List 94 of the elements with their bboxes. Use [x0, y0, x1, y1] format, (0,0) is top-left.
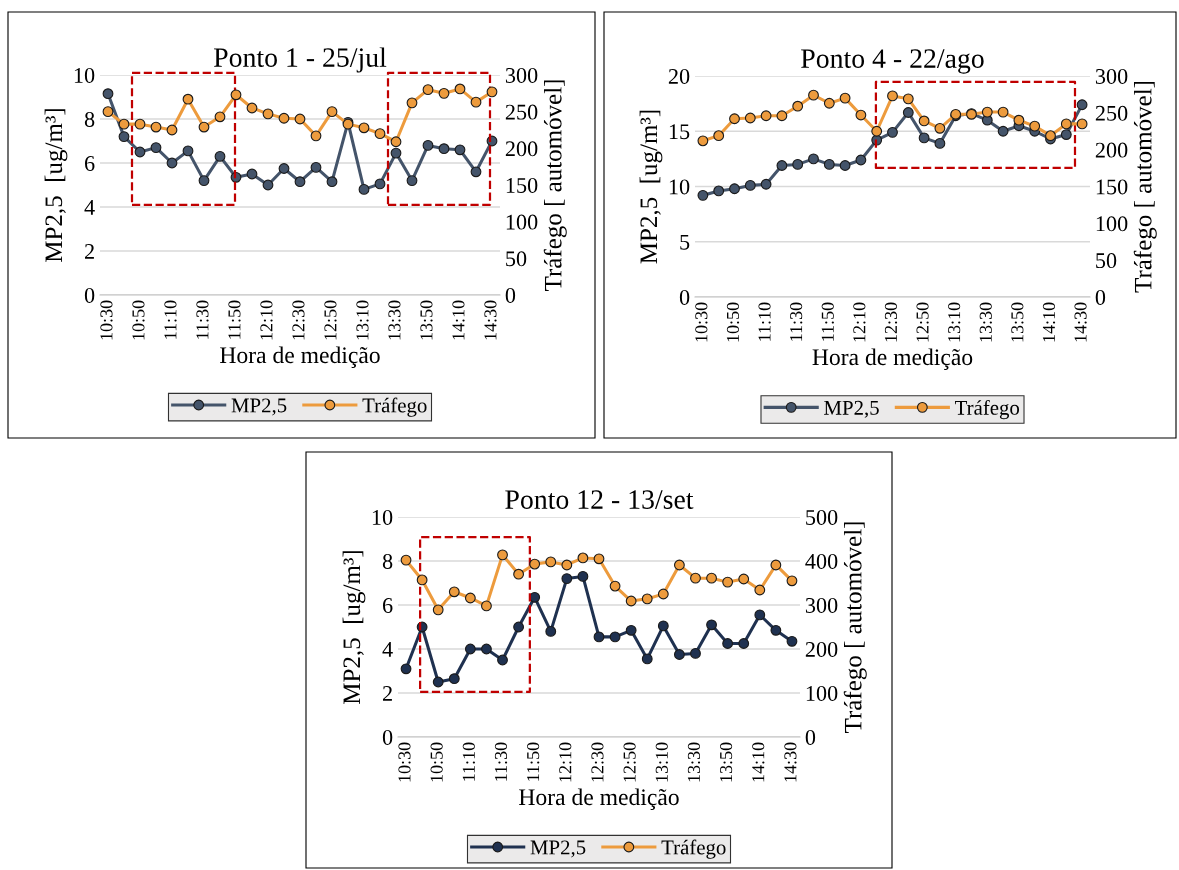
legend-label: Tráfego — [955, 399, 1020, 420]
y2-tick-label: 0 — [805, 729, 816, 745]
y2-tick-label: 250 — [1095, 105, 1128, 121]
y2-tick-label: 500 — [806, 509, 838, 525]
y2-tick-label: 200 — [805, 641, 838, 657]
y2-tick-label: 100 — [1096, 216, 1128, 232]
x-tick-label: 13:50 — [1011, 302, 1024, 342]
x-tick-label: 13:50 — [719, 742, 733, 782]
y-tick-label: 5 — [680, 234, 690, 250]
x-tick-label: 11:50 — [228, 300, 241, 339]
x-tick-label: 12:50 — [324, 300, 337, 340]
legend-label: Tráfego — [362, 397, 427, 417]
y2-axis-title: Tráfego [ automóvel] — [543, 80, 567, 292]
y-tick-label: 4 — [84, 200, 95, 215]
y2-tick-label: 100 — [506, 214, 538, 230]
x-tick-label: 12:50 — [916, 302, 929, 342]
y-tick-label: 6 — [84, 155, 95, 171]
y-axis-title: MP2,5 [ug/m³] — [639, 110, 663, 264]
x-tick-label: 13:10 — [948, 302, 961, 342]
x-tick-label: 13:10 — [655, 742, 668, 782]
x-tick-label: 11:30 — [196, 300, 209, 339]
y2-tick-label: 400 — [805, 553, 838, 569]
y-tick-label: 2 — [85, 243, 94, 259]
y2-tick-label: 200 — [505, 141, 538, 157]
x-tick-label: 12:30 — [292, 300, 305, 340]
y-tick-label: 8 — [382, 553, 393, 569]
x-tick-label: 12:10 — [853, 302, 866, 342]
y-tick-label: 4 — [382, 642, 393, 657]
y2-tick-label: 100 — [806, 685, 838, 701]
x-tick-label: 12:30 — [884, 302, 898, 342]
x-tick-label: 12:10 — [559, 742, 572, 782]
chart-title: Ponto 12 - 13/set — [505, 490, 694, 509]
x-tick-label: 10:30 — [398, 742, 411, 782]
x-tick-label: 13:30 — [388, 300, 401, 340]
x-tick-label: 10:50 — [726, 302, 740, 342]
y-axis-title: MP2,5 [ug/m³] — [342, 551, 366, 704]
y2-tick-label: 0 — [505, 287, 516, 303]
x-tick-label: 11:10 — [462, 742, 475, 781]
x-tick-label: 12:50 — [623, 742, 636, 782]
y-tick-label: 10 — [669, 179, 690, 195]
x-tick-label: 11:10 — [758, 302, 771, 341]
y2-tick-label: 0 — [1095, 289, 1106, 305]
legend-label: MP2,5 — [530, 840, 586, 858]
x-axis-title: Hora de medição — [519, 788, 679, 810]
y2-tick-label: 300 — [505, 67, 538, 83]
x-tick-label: 10:50 — [132, 300, 145, 340]
x-axis-title: Hora de medição — [220, 346, 380, 368]
chart-title: Ponto 4 - 22/ago — [801, 49, 984, 74]
x-tick-label: 11:50 — [821, 302, 834, 341]
y2-axis-title: Tráfego [ automóvel] — [1133, 81, 1157, 293]
y-tick-label: 8 — [84, 111, 95, 127]
legend-label: Tráfego — [661, 839, 726, 859]
y-tick-label: 0 — [382, 729, 393, 745]
x-tick-label: 11:50 — [527, 742, 540, 781]
x-tick-label: 11:30 — [790, 302, 803, 341]
x-tick-label: 12:30 — [591, 742, 604, 782]
y2-tick-label: 50 — [1096, 253, 1117, 269]
x-tick-label: 14:10 — [1042, 302, 1056, 342]
y-tick-label: 15 — [669, 124, 690, 140]
legend-label: MP2,5 — [231, 398, 287, 416]
y2-tick-label: 150 — [1096, 179, 1128, 195]
x-tick-label: 13:50 — [420, 300, 433, 340]
x-tick-label: 14:30 — [484, 300, 497, 340]
x-tick-label: 11:10 — [164, 300, 177, 339]
x-tick-label: 13:30 — [687, 742, 701, 782]
y-tick-label: 2 — [383, 685, 392, 701]
chart-title: Ponto 1 - 25/jul — [213, 47, 387, 73]
x-tick-label: 14:30 — [784, 742, 797, 782]
y2-tick-label: 250 — [505, 104, 538, 120]
y-tick-label: 6 — [382, 597, 393, 613]
x-tick-label: 11:30 — [494, 742, 508, 781]
y-tick-label: 10 — [372, 509, 393, 525]
x-tick-label: 12:10 — [260, 300, 273, 340]
x-tick-label: 13:30 — [979, 302, 992, 342]
y-axis-title: MP2,5 [ug/m³] — [44, 109, 68, 262]
x-tick-label: 14:10 — [452, 300, 465, 340]
x-tick-label: 14:10 — [752, 742, 765, 782]
x-tick-label: 10:30 — [100, 300, 113, 340]
legend-label: MP2,5 — [824, 400, 879, 418]
x-tick-label: 13:10 — [356, 300, 369, 340]
y-tick-label: 0 — [679, 289, 690, 305]
y2-tick-label: 300 — [1095, 68, 1128, 84]
y2-tick-label: 200 — [1095, 142, 1128, 158]
y-tick-label: 20 — [668, 68, 690, 84]
y-tick-label: 0 — [84, 287, 95, 303]
y2-tick-label: 150 — [506, 177, 538, 193]
x-tick-label: 14:30 — [1074, 302, 1087, 342]
y2-tick-label: 300 — [805, 597, 838, 613]
y2-tick-label: 50 — [506, 251, 527, 267]
x-tick-label: 10:30 — [695, 302, 708, 342]
x-axis-title: Hora de medição — [812, 348, 973, 370]
y2-axis-title: Tráfego [ automóvel] — [843, 522, 867, 734]
x-tick-label: 10:50 — [430, 742, 443, 782]
y-tick-label: 10 — [74, 67, 95, 83]
